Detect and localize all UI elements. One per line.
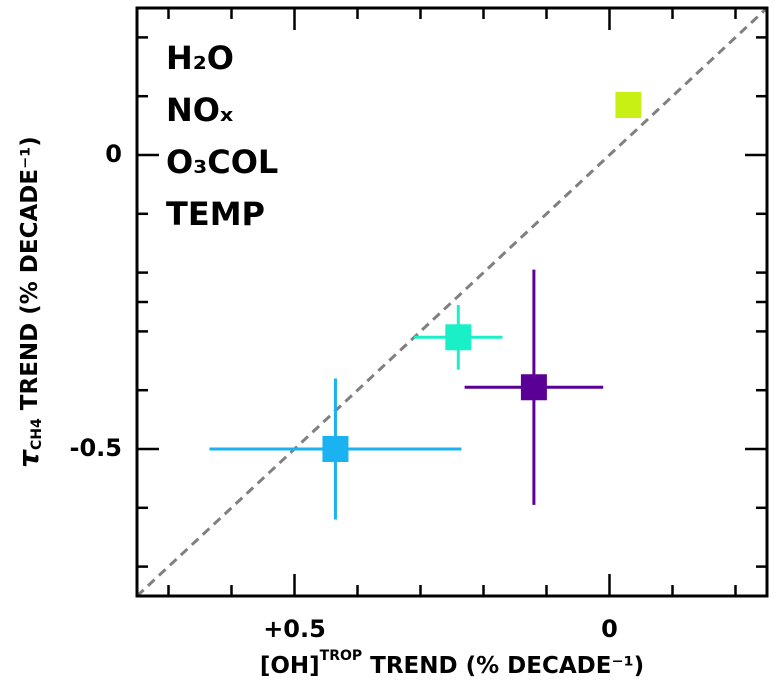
- plot-frame: [135, 6, 769, 598]
- legend-entry: NOₓ: [166, 91, 233, 129]
- x-axis-label: [OH]TROP TREND (% DECADE⁻¹): [260, 648, 644, 679]
- legend-entry: TEMP: [166, 195, 265, 233]
- x-label-main: [OH]: [260, 653, 320, 679]
- marker: [520, 374, 547, 401]
- x-tick-label: 0: [601, 615, 618, 643]
- y-label-rest: TREND (% DECADE⁻¹): [17, 136, 43, 418]
- x-label-rest: TREND (% DECADE⁻¹): [362, 653, 644, 679]
- marker: [322, 436, 349, 462]
- y-tick-label: 0: [105, 140, 122, 168]
- legend-entry: H₂O: [166, 39, 234, 77]
- x-label-sup: TROP: [320, 648, 363, 664]
- marker: [445, 324, 472, 351]
- y-label-main: τ: [12, 449, 45, 468]
- y-label-sub: CH4: [29, 418, 45, 450]
- legend-entry: O₃COL: [166, 143, 278, 181]
- plot-area: [137, 8, 767, 596]
- reference-line: [137, 8, 767, 596]
- y-axis-label: τCH4 TREND (% DECADE⁻¹): [12, 136, 45, 468]
- x-tick-label: +0.5: [263, 615, 326, 643]
- y-tick-label: -0.5: [70, 434, 122, 462]
- marker: [615, 92, 642, 119]
